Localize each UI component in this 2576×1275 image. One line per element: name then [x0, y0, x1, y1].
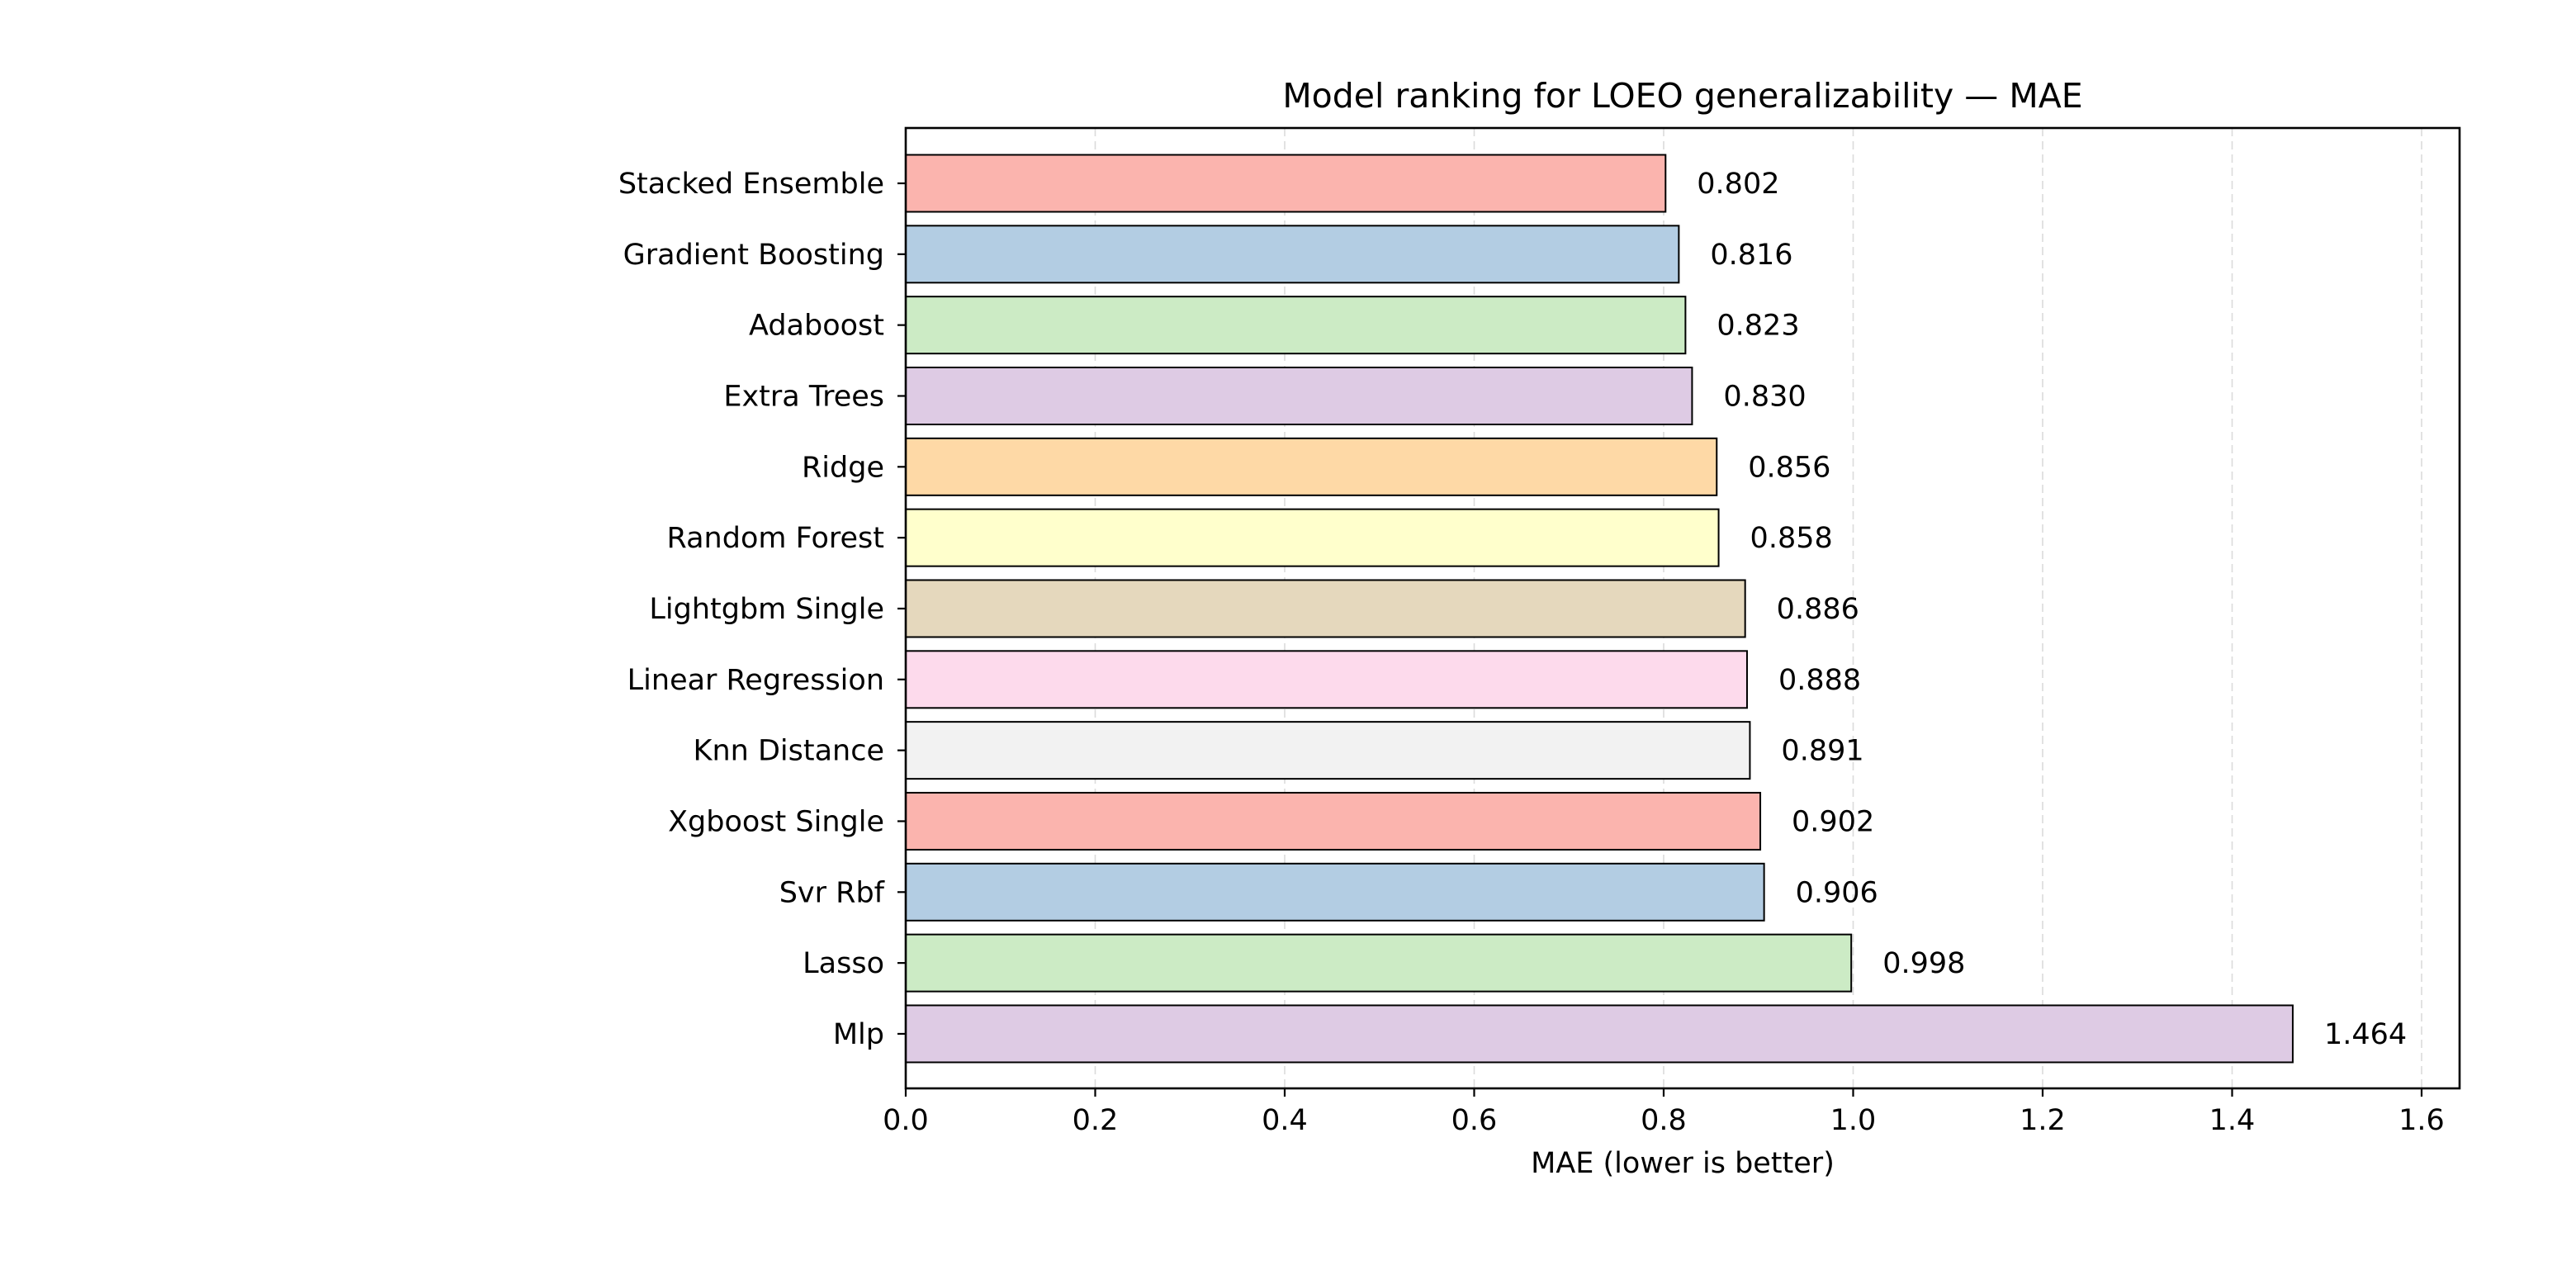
bar-value-label: 1.464: [2324, 1018, 2407, 1051]
chart-title: Model ranking for LOEO generalizability …: [1282, 76, 2082, 116]
bar: [905, 791, 1762, 851]
bar: [905, 933, 1853, 993]
y-tick-label: Stacked Ensemble: [618, 168, 884, 201]
x-tick-label: 0.0: [883, 1104, 929, 1137]
bar-value-label: 0.830: [1723, 380, 1806, 413]
bar: [905, 721, 1751, 780]
plot-frame: [904, 126, 2461, 1090]
y-tick-label: Linear Regression: [627, 664, 884, 697]
bar: [905, 154, 1667, 213]
bar-value-label: 0.888: [1778, 664, 1861, 697]
bar-value-label: 0.856: [1748, 451, 1830, 484]
bar-value-label: 0.816: [1710, 239, 1792, 272]
x-axis-label: MAE (lower is better): [1531, 1147, 1835, 1180]
y-axis-ticks: Stacked Ensemble Gradient Boosting Adaboos…: [618, 168, 906, 1051]
bar: [905, 650, 1748, 709]
bar: [905, 579, 1746, 638]
bar: [905, 366, 1693, 425]
bar: [905, 296, 1687, 355]
x-tick-label: 0.4: [1262, 1104, 1308, 1137]
bar-value-label: 0.998: [1882, 947, 1965, 980]
bar-value-label: 0.858: [1750, 522, 1833, 555]
bar: [905, 862, 1765, 922]
x-tick-label: 1.2: [2020, 1104, 2066, 1137]
bar-value-label: 0.891: [1781, 735, 1863, 768]
y-tick-label: Adaboost: [749, 310, 884, 343]
value-labels: 0.802 0.816 0.823 0.830 0.856 0.858 0.886 0.888…: [1697, 168, 2407, 1051]
y-tick-label: Lightgbm Single: [649, 593, 884, 626]
y-tick-label: Gradient Boosting: [623, 239, 884, 272]
y-tick-label: Knn Distance: [694, 735, 884, 768]
x-tick-label: 0.8: [1641, 1104, 1687, 1137]
bar: [905, 1004, 2294, 1064]
y-tick-label: Ridge: [802, 451, 884, 484]
y-tick-label: Lasso: [803, 947, 884, 980]
bar-value-label: 0.902: [1792, 805, 1874, 838]
x-tick-label: 1.0: [1830, 1104, 1877, 1137]
x-axis-ticks: 0.0 0.2 0.4 0.6 0.8 1.0 1.2 1.4 1.6: [883, 1088, 2445, 1137]
bar: [905, 508, 1720, 567]
y-tick-label: Extra Trees: [723, 380, 884, 413]
bar: [905, 437, 1718, 496]
bar-value-label: 0.886: [1777, 593, 1859, 626]
x-tick-label: 1.4: [2209, 1104, 2256, 1137]
x-tick-label: 1.6: [2398, 1104, 2445, 1137]
y-tick-label: Mlp: [833, 1018, 884, 1051]
y-tick-label: Svr Rbf: [779, 876, 885, 909]
bar: [905, 225, 1680, 284]
y-tick-label: Xgboost Single: [668, 805, 884, 838]
bar-value-label: 0.906: [1796, 876, 1878, 909]
x-tick-label: 0.2: [1073, 1104, 1119, 1137]
bars: [905, 154, 2294, 1064]
bar-value-label: 0.823: [1717, 310, 1799, 343]
x-tick-label: 0.6: [1451, 1104, 1498, 1137]
bar-value-label: 0.802: [1697, 168, 1779, 201]
y-tick-label: Random Forest: [667, 522, 884, 555]
